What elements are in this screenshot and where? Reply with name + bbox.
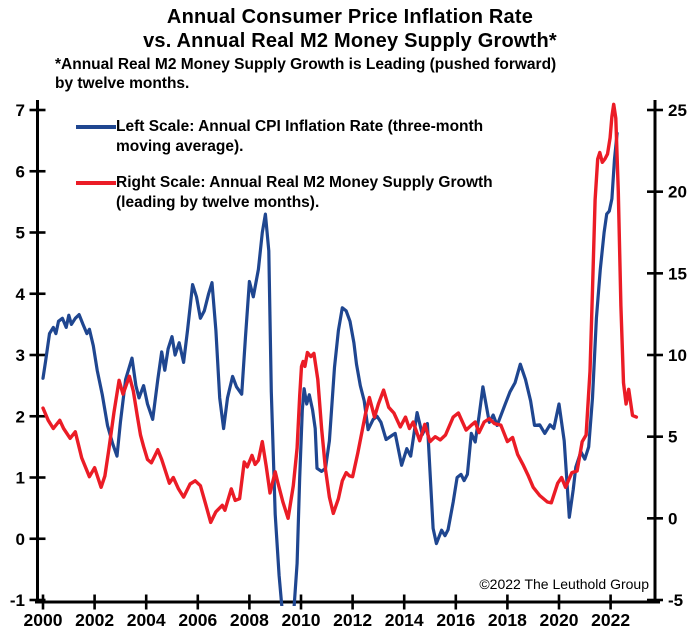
m2-legend-label-line1: Right Scale: Annual Real M2 Money Supply… (116, 174, 493, 191)
m2-legend-label-line2: (leading by twelve months). (116, 194, 320, 211)
right-axis-tick-label: 10 (668, 346, 687, 365)
left-axis-tick-label: 4 (16, 285, 26, 304)
x-axis-tick-label: 2022 (591, 610, 630, 630)
chart-title-line1: Annual Consumer Price Inflation Rate (166, 6, 534, 28)
x-axis-tick-label: 2000 (24, 610, 63, 630)
chart-title-line2: vs. Annual Real M2 Money Supply Growth* (143, 30, 557, 52)
legend-entry-m2: Right Scale: Annual Real M2 Money Supply… (76, 173, 493, 213)
chart-subtitle-line2: by twelve months. (55, 75, 190, 92)
x-axis-tick-label: 2020 (540, 610, 579, 630)
right-axis-tick-label: 5 (668, 428, 677, 447)
x-axis-tick-label: 2002 (75, 610, 114, 630)
cpi-line (41, 131, 619, 606)
right-axis-tick-label: -5 (668, 591, 683, 610)
cpi-legend-line-swatch (76, 125, 116, 129)
x-axis-tick-label: 2018 (488, 610, 527, 630)
x-axis-ticks (41, 594, 612, 610)
x-axis-tick-label: 2010 (282, 610, 321, 630)
left-axis-tick-label: 3 (16, 346, 25, 365)
cpi-legend-label: Left Scale: Annual CPI Inflation Rate (t… (116, 117, 483, 157)
left-axis-tick-label: 0 (16, 530, 25, 549)
chart-subtitle: *Annual Real M2 Money Supply Growth is L… (55, 55, 556, 93)
plot-area (41, 102, 639, 606)
right-axis-ticks (647, 108, 663, 602)
legend-entry-cpi: Left Scale: Annual CPI Inflation Rate (t… (76, 117, 483, 157)
left-axis-ticks (29, 108, 46, 602)
cpi-legend-label-line1: Left Scale: Annual CPI Inflation Rate (t… (116, 118, 484, 135)
left-axis-tick-label: -1 (10, 591, 25, 610)
left-axis-tick-label: 2 (16, 407, 25, 426)
cpi-legend-label-line2: moving average). (116, 138, 244, 155)
x-axis-tick-label: 2006 (178, 610, 217, 630)
x-axis-tick-label: 2004 (127, 610, 166, 630)
left-axis-tick-label: 6 (16, 162, 25, 181)
x-axis-tick-label: 2016 (436, 610, 475, 630)
right-axis-tick-labels: 25 20 15 10 5 0 -5 (668, 101, 687, 610)
right-axis-tick-label: 25 (668, 101, 687, 120)
copyright: ©2022 The Leuthold Group (479, 576, 649, 592)
chart-subtitle-line1: *Annual Real M2 Money Supply Growth is L… (55, 56, 557, 73)
left-axis-tick-labels: 7 6 5 4 3 2 1 0 -1 (10, 101, 26, 610)
left-axis-tick-label: 7 (16, 101, 25, 120)
m2-line (41, 102, 639, 525)
left-axis-tick-label: 5 (16, 224, 25, 243)
x-axis-tick-label: 2012 (333, 610, 372, 630)
m2-legend-label: Right Scale: Annual Real M2 Money Supply… (116, 173, 493, 213)
m2-legend-line-swatch (76, 181, 116, 185)
right-axis-tick-label: 0 (668, 509, 677, 528)
x-axis-tick-labels: 2000 2002 2004 2006 2008 2010 2012 2014 2016 2018… (24, 610, 631, 630)
chart-title: Annual Consumer Price Inflation Rate vs.… (0, 5, 700, 53)
x-axis-tick-label: 2014 (385, 610, 424, 630)
right-axis-tick-label: 15 (668, 264, 687, 283)
x-axis-tick-label: 2008 (230, 610, 269, 630)
right-axis-tick-label: 20 (668, 183, 687, 202)
left-axis-tick-label: 1 (16, 469, 25, 488)
